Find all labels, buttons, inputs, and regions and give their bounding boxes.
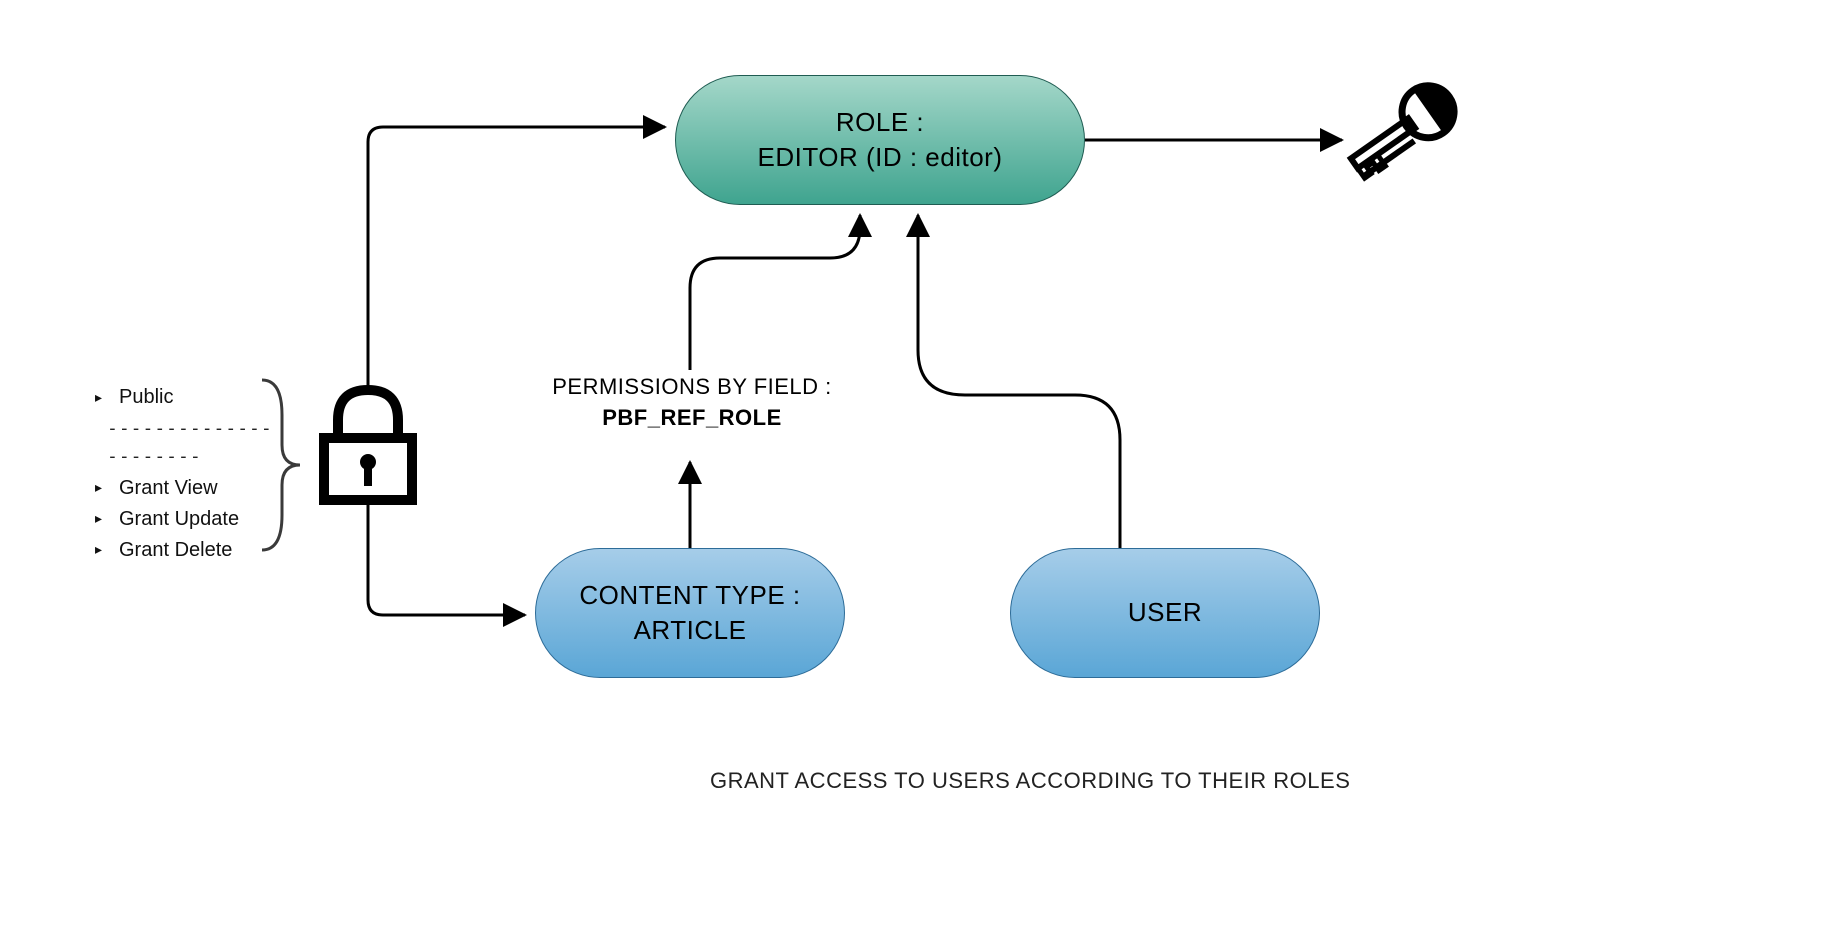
perm-separator: ---------------------- <box>107 415 275 471</box>
perm-item-label: Public <box>119 382 173 413</box>
diagram-canvas: ROLE : EDITOR (ID : editor) CONTENT TYPE… <box>0 0 1838 938</box>
edge-lock-to-contenttype <box>368 505 525 615</box>
key-icon <box>1339 76 1464 185</box>
triangle-bullet-icon: ▸ <box>95 508 109 530</box>
triangle-bullet-icon: ▸ <box>95 477 109 499</box>
lock-icon <box>324 390 412 500</box>
perm-item: ▸ Public <box>95 382 275 413</box>
node-role: ROLE : EDITOR (ID : editor) <box>675 75 1085 205</box>
permissions-field-label-line2: PBF_REF_ROLE <box>552 403 832 434</box>
node-user-line1: USER <box>1128 595 1202 630</box>
node-content-type-line1: CONTENT TYPE : <box>579 578 800 613</box>
perm-item-label: Grant Delete <box>119 535 232 566</box>
perm-item: ▸ Grant View <box>95 473 275 504</box>
node-content-type: CONTENT TYPE : ARTICLE <box>535 548 845 678</box>
node-content-type-line2: ARTICLE <box>634 613 747 648</box>
permission-list: ▸ Public ---------------------- ▸ Grant … <box>95 382 275 566</box>
edge-user-to-role <box>918 215 1120 548</box>
perm-item: ▸ Grant Update <box>95 504 275 535</box>
diagram-caption: GRANT ACCESS TO USERS ACCORDING TO THEIR… <box>710 768 1350 794</box>
edge-lock-to-role <box>368 127 665 388</box>
node-role-line1: ROLE : <box>836 105 924 140</box>
perm-item: ▸ Grant Delete <box>95 535 275 566</box>
permissions-field-label: PERMISSIONS BY FIELD : PBF_REF_ROLE <box>552 372 832 434</box>
triangle-bullet-icon: ▸ <box>95 539 109 561</box>
node-user: USER <box>1010 548 1320 678</box>
perm-item-label: Grant Update <box>119 504 239 535</box>
permissions-field-label-line1: PERMISSIONS BY FIELD : <box>552 372 832 403</box>
node-role-line2: EDITOR (ID : editor) <box>757 140 1002 175</box>
perm-item-label: Grant View <box>119 473 218 504</box>
triangle-bullet-icon: ▸ <box>95 387 109 409</box>
edge-pbf-to-role <box>690 215 860 370</box>
